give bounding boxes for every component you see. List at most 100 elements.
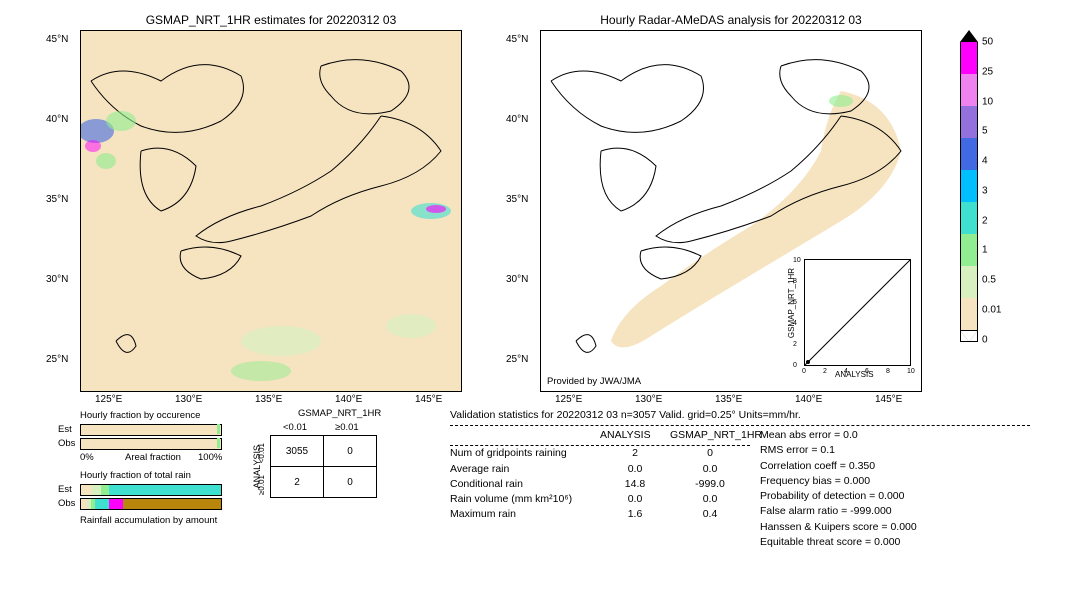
tot-bar-segment (109, 499, 123, 509)
axis-tick: 145°E (415, 394, 442, 405)
metric-value: -999.000 (850, 505, 891, 517)
tot-bar-segment (109, 485, 221, 495)
occ-row-label: Obs (58, 438, 75, 449)
colorbar: 502510543210.50.010 (960, 30, 978, 342)
axis-tick: 45°N (46, 34, 68, 45)
axis-tick: 140°E (795, 394, 822, 405)
metric-label: Hanssen & Kuipers score = (760, 521, 888, 533)
validation-row: Maximum rain1.60.4 (450, 507, 750, 522)
occ-bar-tail (217, 424, 220, 434)
inset-ytick: 2 (793, 341, 797, 348)
val-row-b: 0.0 (670, 462, 750, 477)
metric-label: RMS error = (760, 444, 817, 456)
val-row-b: 0.4 (670, 507, 750, 522)
validation-row: Average rain0.00.0 (450, 462, 750, 477)
hourly-total-title: Hourly fraction of total rain (80, 470, 191, 481)
metric-value: 0.1 (820, 444, 835, 456)
colorbar-tick: 5 (982, 126, 988, 137)
hourly-occurrence-title: Hourly fraction by occurence (80, 410, 200, 421)
validation-metric: False alarm ratio = -999.000 (760, 504, 1020, 519)
metric-label: Mean abs error = (760, 429, 840, 441)
val-row-a: 0.0 (600, 492, 670, 507)
val-row-label: Conditional rain (450, 477, 600, 492)
axis-tick: 35°N (506, 194, 528, 205)
tot-bar-segment (95, 499, 109, 509)
axis-tick: 140°E (335, 394, 362, 405)
occ-bar (80, 424, 222, 436)
right-map-attribution: Provided by JWA/JMA (547, 376, 641, 387)
contingency-col-header: GSMAP_NRT_1HR (298, 408, 381, 419)
validation-metric: Correlation coeff = 0.350 (760, 459, 1020, 474)
val-row-a: 1.6 (600, 507, 670, 522)
val-row-label: Rain volume (mm km²10⁶) (450, 492, 600, 507)
occ-xlabel-l: 0% (80, 452, 94, 463)
validation-metric: Hanssen & Kuipers score = 0.000 (760, 520, 1020, 535)
left-map-coastlines (81, 31, 461, 391)
validation-row: Conditional rain14.8-999.0 (450, 477, 750, 492)
inset-xtick: 10 (907, 368, 915, 375)
metric-value: 0.000 (874, 536, 900, 548)
metric-value: 0.000 (844, 475, 870, 487)
validation-block: Validation statistics for 20220312 03 n=… (450, 408, 1030, 550)
axis-tick: 135°E (715, 394, 742, 405)
right-map-panel: Hourly Radar-AMeDAS analysis for 2022031… (540, 30, 922, 392)
occ-bar-tail (217, 438, 220, 448)
inset-scatter: GSMAP_NRT_1HR ANALYSIS 02468100246810 (804, 259, 911, 366)
colorbar-tick: 4 (982, 156, 988, 167)
colorbar-tick: 25 (982, 66, 993, 77)
left-map-title: GSMAP_NRT_1HR estimates for 20220312 03 (81, 13, 461, 27)
inset-xtick: 0 (802, 368, 806, 375)
cont-cell-00: 3055 (271, 436, 324, 467)
val-row-label: Num of gridpoints raining (450, 446, 600, 461)
axis-tick: 130°E (635, 394, 662, 405)
validation-metric: Frequency bias = 0.000 (760, 474, 1020, 489)
colorbar-tick: 10 (982, 96, 993, 107)
metric-value: 0.000 (878, 490, 904, 502)
colorbar-segment (960, 266, 978, 298)
tot-bar-segment (92, 485, 100, 495)
tot-bar (80, 484, 222, 496)
colorbar-tick: 0 (982, 334, 988, 345)
inset-ytick: 4 (793, 320, 797, 327)
metric-value: 0.0 (843, 429, 858, 441)
colorbar-segment (960, 106, 978, 138)
tot-bar (80, 498, 222, 510)
validation-col1: ANALYSIS (600, 428, 670, 443)
metric-value: 0.000 (890, 521, 916, 533)
metric-label: Correlation coeff = (760, 460, 846, 472)
inset-ytick: 6 (793, 299, 797, 306)
validation-title: Validation statistics for 20220312 03 n=… (450, 408, 1030, 426)
colorbar-tick: 50 (982, 37, 993, 48)
val-row-a: 2 (600, 446, 670, 461)
validation-metric: Equitable threat score = 0.000 (760, 535, 1020, 550)
inset-xtick: 4 (844, 368, 848, 375)
val-row-b: -999.0 (670, 477, 750, 492)
colorbar-tick: 0.01 (982, 304, 1001, 315)
validation-metric: RMS error = 0.1 (760, 443, 1020, 458)
colorbar-tick: 0.5 (982, 275, 996, 286)
occ-xaxis-title: Areal fraction (125, 452, 181, 463)
inset-xtick: 8 (886, 368, 890, 375)
occ-xlabel-r: 100% (198, 452, 222, 463)
metric-label: Equitable threat score = (760, 536, 871, 548)
axis-tick: 125°E (555, 394, 582, 405)
colorbar-tick: 2 (982, 215, 988, 226)
validation-row: Rain volume (mm km²10⁶)0.00.0 (450, 492, 750, 507)
occ-row-label: Est (58, 424, 72, 435)
validation-metric: Probability of detection = 0.000 (760, 489, 1020, 504)
cont-cell-01: 0 (324, 436, 377, 467)
val-row-label: Maximum rain (450, 507, 600, 522)
occ-bar (80, 438, 222, 450)
cont-cell-11: 0 (324, 467, 377, 498)
inset-ytick: 0 (793, 362, 797, 369)
cont-row1: ≥0.01 (257, 475, 266, 495)
cont-col1: ≥0.01 (335, 422, 359, 433)
colorbar-segment (960, 202, 978, 234)
inset-xtick: 2 (823, 368, 827, 375)
val-row-b: 0 (670, 446, 750, 461)
val-row-label: Average rain (450, 462, 600, 477)
colorbar-cap-top-outline (960, 30, 978, 42)
metric-label: False alarm ratio = (760, 505, 847, 517)
tot-bar-segment (81, 485, 92, 495)
axis-tick: 35°N (46, 194, 68, 205)
